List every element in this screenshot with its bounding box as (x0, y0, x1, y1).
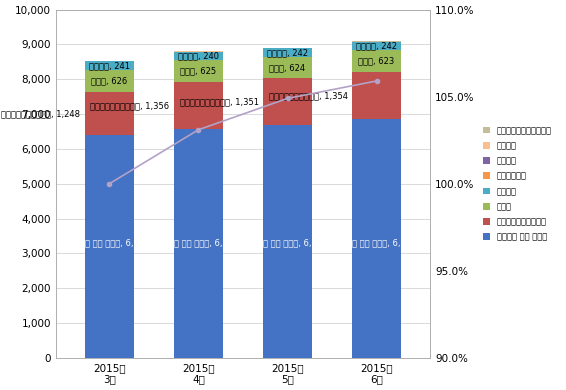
Text: オリックスカーシェア, 1,354: オリックスカーシェア, 1,354 (269, 91, 348, 100)
Bar (352, 119, 401, 358)
Bar (352, 72, 401, 119)
Text: タイムズ カー プラス, 6,396: タイムズ カー プラス, 6,396 (70, 239, 149, 248)
Text: オリックスカーシェア, 1,248: オリックスカーシェア, 1,248 (1, 109, 80, 118)
Text: カリテコ, 242: カリテコ, 242 (267, 48, 308, 57)
Bar (263, 48, 312, 57)
Text: カリテコ, 240: カリテコ, 240 (178, 51, 219, 60)
Text: タイムズ カー プラス, 6,567: タイムズ カー プラス, 6,567 (158, 239, 238, 248)
Text: カレコ, 625: カレコ, 625 (181, 67, 216, 76)
Bar (263, 78, 312, 126)
Text: カレコ, 626: カレコ, 626 (91, 76, 127, 85)
Bar (263, 57, 312, 78)
Text: タイムズ カー プラス, 6,853: タイムズ カー プラス, 6,853 (337, 239, 417, 248)
Bar (263, 126, 312, 358)
Legend: カーシェアリング・ワン, エコロカ, ロシェア, アース・カー, カリテコ, カレコ, オリックスカーシェア, タイムズ カー プラス: カーシェアリング・ワン, エコロカ, ロシェア, アース・カー, カリテコ, カ… (483, 126, 552, 242)
Text: タイムズ カー プラス, 6,674: タイムズ カー プラス, 6,674 (248, 239, 327, 248)
Text: カリテコ, 241: カリテコ, 241 (89, 61, 130, 70)
Bar (174, 52, 223, 60)
Text: カレコ, 623: カレコ, 623 (358, 57, 395, 66)
Bar (85, 135, 134, 358)
Bar (352, 42, 401, 50)
Bar (85, 92, 134, 135)
Text: カリテコ, 242: カリテコ, 242 (356, 42, 397, 51)
Text: オリックスカーシェア, 1,351: オリックスカーシェア, 1,351 (179, 98, 259, 106)
Bar (174, 60, 223, 82)
Text: オリックスカーシェア, 1,356: オリックスカーシェア, 1,356 (91, 101, 169, 110)
Bar (174, 129, 223, 358)
Bar (85, 70, 134, 92)
Text: カレコ, 624: カレコ, 624 (269, 63, 306, 72)
Bar (174, 82, 223, 129)
Bar (85, 62, 134, 70)
Bar (352, 50, 401, 72)
